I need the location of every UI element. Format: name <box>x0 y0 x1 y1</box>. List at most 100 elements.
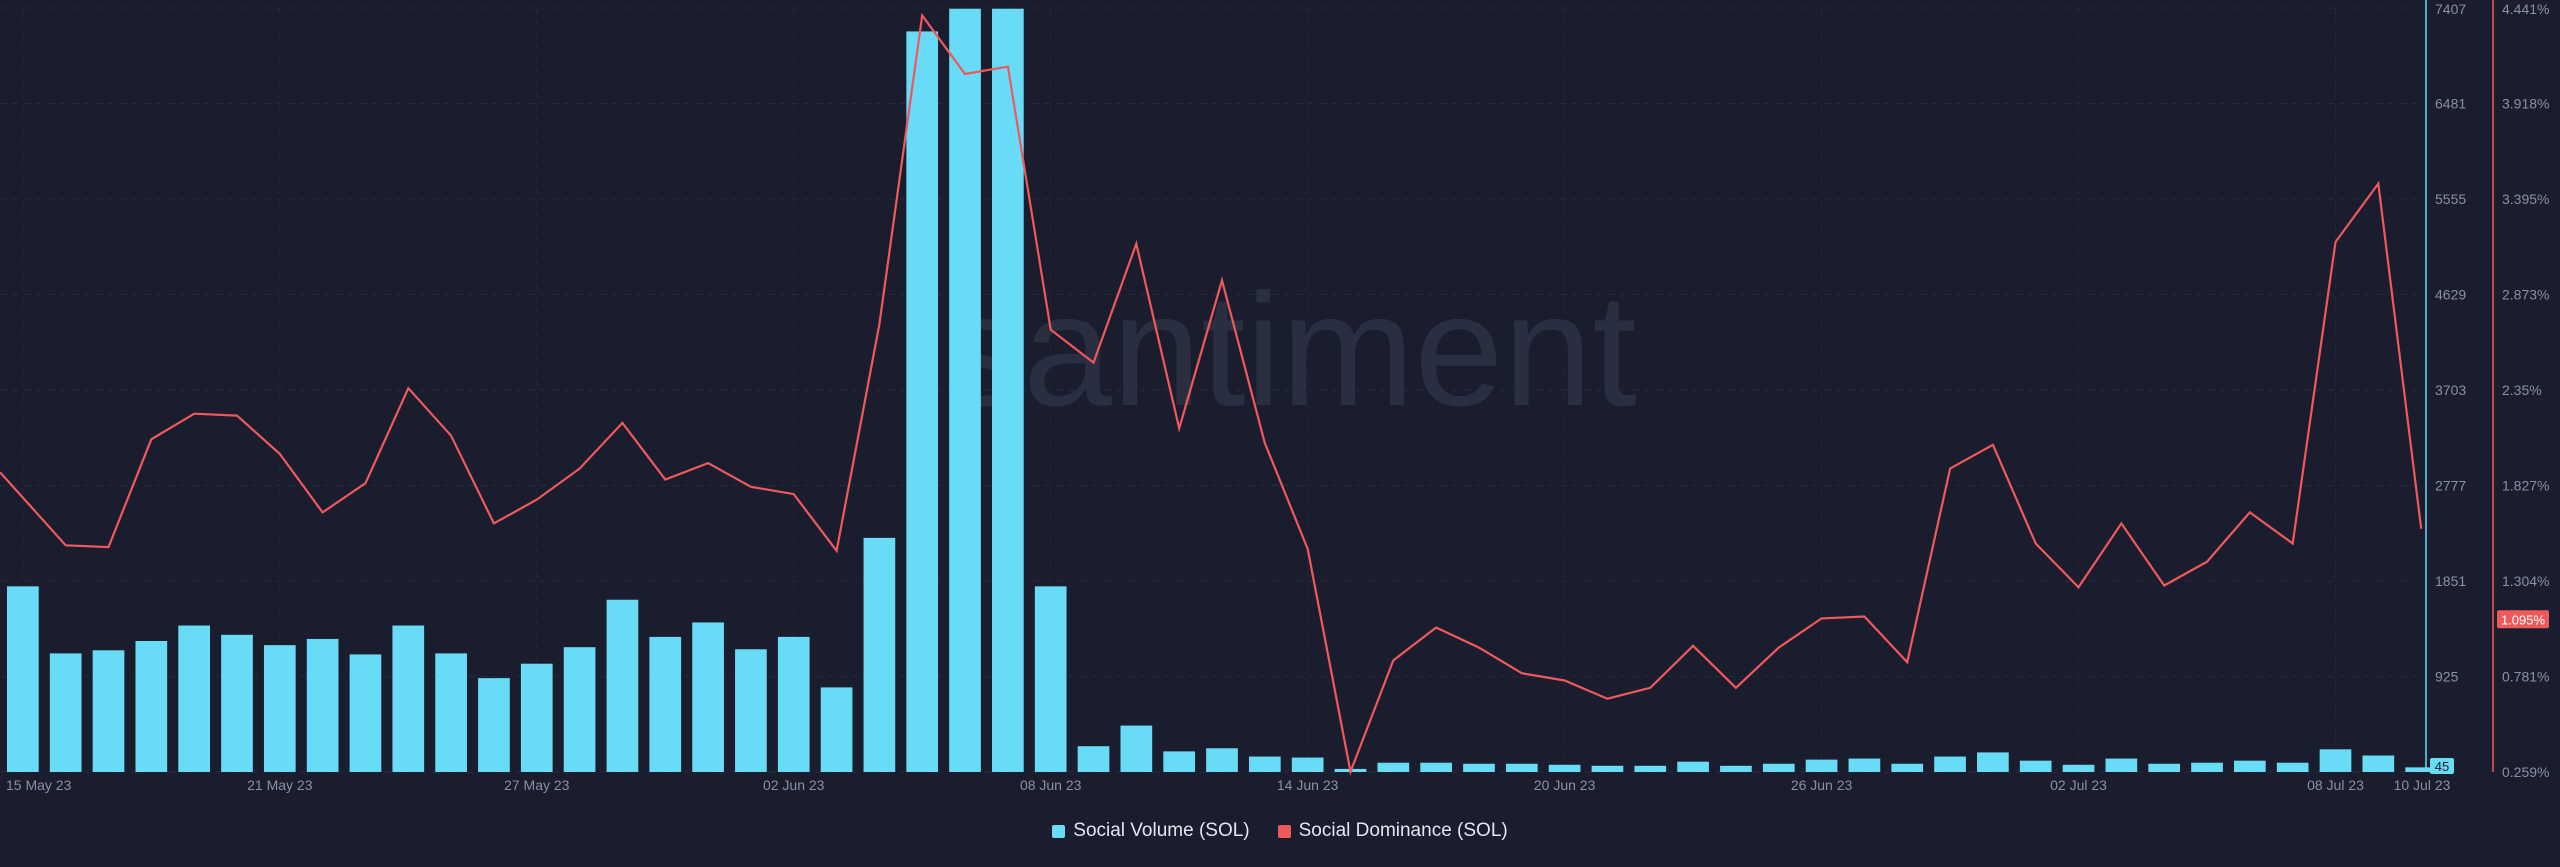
y-right-tick-label: 0.781% <box>2502 669 2549 685</box>
volume-bar <box>1463 763 1495 772</box>
volume-bar <box>2319 749 2352 772</box>
current-value-labels: 45 1.095% <box>2430 610 2549 774</box>
volume-bar <box>7 586 39 772</box>
x-tick-label: 02 Jul 23 <box>2050 777 2107 793</box>
x-tick-label: 10 Jul 23 <box>2394 777 2451 793</box>
volume-bar <box>1720 765 1752 772</box>
current-volume-badge <box>2430 758 2454 774</box>
volume-bar <box>1548 764 1581 772</box>
y-left-tick-label: 4629 <box>2435 287 2466 303</box>
x-tick-label: 21 May 23 <box>247 777 313 793</box>
y-right-tick-label: 1.827% <box>2502 478 2549 494</box>
volume-bar <box>1077 746 1110 772</box>
volume-bar <box>221 634 253 772</box>
volume-bar <box>178 625 211 772</box>
volume-bar <box>92 650 125 772</box>
legend-item-volume[interactable]: Social Volume (SOL) <box>1052 820 1250 842</box>
legend-item-dominance[interactable]: Social Dominance (SOL) <box>1277 820 1508 842</box>
x-tick-label: 15 May 23 <box>6 777 72 793</box>
volume-bar <box>392 625 425 772</box>
volume-bar <box>1248 756 1281 772</box>
volume-bar <box>2148 763 2181 772</box>
y-right-tick-label: 2.35% <box>2502 382 2542 398</box>
volume-bar <box>349 654 382 772</box>
x-tick-label: 20 Jun 23 <box>1534 777 1596 793</box>
volume-bar <box>1291 757 1324 772</box>
volume-bar <box>906 31 939 773</box>
watermark: santiment <box>943 260 1637 439</box>
volume-bar <box>949 8 981 772</box>
y-right-tick-label: 1.304% <box>2502 573 2549 589</box>
volume-bar <box>478 678 510 772</box>
y-right-tick-label: 2.873% <box>2502 286 2549 302</box>
volume-bar <box>1377 762 1410 772</box>
x-tick-label: 14 Jun 23 <box>1277 777 1339 793</box>
axes <box>2425 0 2494 772</box>
y-left-tick-label: 7407 <box>2435 1 2466 17</box>
volume-bar <box>606 599 639 772</box>
y-axis-left-ticks: 925 1851 2777 3703 4629 5555 6481 7407 <box>2435 1 2466 685</box>
x-tick-label: 08 Jul 23 <box>2307 777 2364 793</box>
volume-bar <box>1934 756 1966 772</box>
volume-bar <box>777 636 810 772</box>
volume-bar <box>1677 761 1709 772</box>
volume-bar <box>435 653 467 772</box>
gridlines <box>0 7 2424 773</box>
x-axis-ticks: 15 May 23 21 May 23 27 May 23 02 Jun 23 08 J… <box>6 777 2451 793</box>
dominance-swatch-icon <box>1277 824 1291 838</box>
volume-bars <box>7 8 2437 773</box>
x-tick-label: 26 Jun 23 <box>1791 777 1853 793</box>
volume-bar <box>2362 755 2395 772</box>
volume-bar <box>2062 764 2095 772</box>
volume-bar <box>1505 763 1538 772</box>
y-right-tick-label: 3.395% <box>2502 191 2549 207</box>
volume-bar <box>520 663 553 772</box>
y-left-tick-label: 6481 <box>2435 96 2466 112</box>
volume-bar <box>263 645 296 772</box>
volume-bar <box>735 649 767 772</box>
y-left-tick-label: 5555 <box>2435 191 2466 207</box>
volume-bar <box>2019 760 2052 772</box>
volume-bar <box>563 647 596 772</box>
legend: Social Volume (SOL) Social Dominance (SO… <box>0 820 2560 842</box>
volume-bar <box>2105 758 2138 772</box>
volume-bar <box>2191 762 2223 772</box>
volume-bar <box>1977 752 2009 772</box>
volume-swatch-icon <box>1052 824 1066 838</box>
legend-label-volume: Social Volume (SOL) <box>1073 820 1250 841</box>
volume-bar <box>306 638 339 772</box>
y-right-tick-label: 0.259% <box>2502 764 2549 780</box>
y-left-tick-label: 1851 <box>2435 573 2466 589</box>
y-axis-right-ticks: 0.259% 0.781% 1.304% 1.827% 2.35% 2.873% 3.395… <box>2502 1 2549 780</box>
volume-bar <box>1420 762 1452 772</box>
x-tick-label: 27 May 23 <box>504 777 570 793</box>
volume-bar <box>2405 767 2437 772</box>
volume-bar <box>863 537 896 772</box>
current-dominance-badge <box>2497 610 2549 629</box>
current-volume-label: 45 <box>2435 759 2449 774</box>
y-right-tick-label: 4.441% <box>2502 1 2549 17</box>
dominance-line <box>0 12 2423 776</box>
volume-bar <box>1634 765 1667 772</box>
volume-bar <box>820 687 853 772</box>
volume-bar <box>1034 586 1067 772</box>
y-left-tick-label: 3703 <box>2435 382 2466 398</box>
y-left-tick-label: 925 <box>2435 669 2459 685</box>
volume-bar <box>992 8 1024 772</box>
volume-bar <box>1805 759 1838 772</box>
volume-bar <box>1206 748 1238 772</box>
y-right-tick-label: 3.918% <box>2502 96 2549 112</box>
x-tick-label: 02 Jun 23 <box>763 777 825 793</box>
volume-bar <box>1848 758 1881 772</box>
volume-bar <box>1591 765 1624 772</box>
x-tick-label: 08 Jun 23 <box>1020 777 1082 793</box>
volume-bar <box>1163 751 1196 772</box>
y-left-tick-label: 2777 <box>2435 478 2466 494</box>
current-dominance-label: 1.095% <box>2501 612 2546 627</box>
volume-bar <box>1891 763 1924 772</box>
volume-bar <box>49 653 82 772</box>
volume-bar <box>2233 760 2266 772</box>
legend-label-dominance: Social Dominance (SOL) <box>1298 820 1508 841</box>
volume-bar <box>692 622 724 772</box>
